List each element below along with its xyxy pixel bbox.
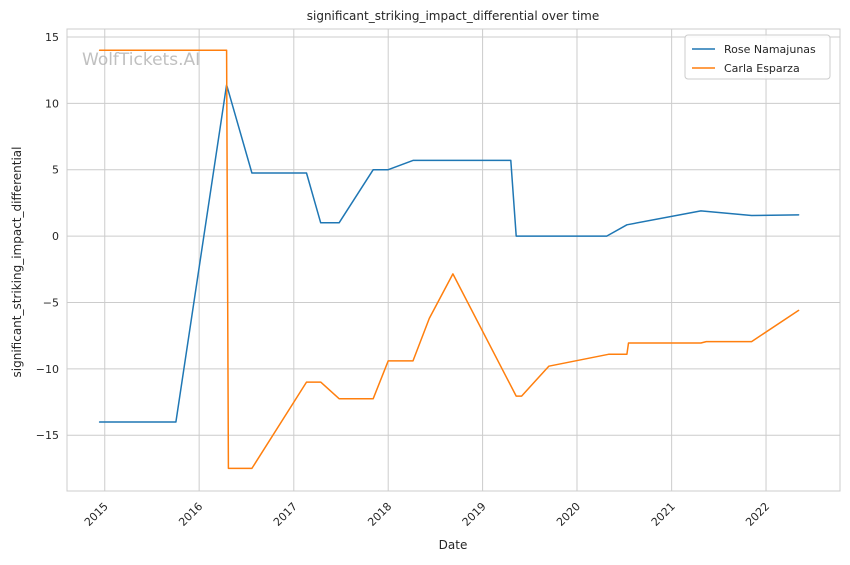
x-tick-label: 2021	[649, 500, 678, 529]
legend-label-0: Rose Namajunas	[724, 43, 816, 56]
grid-layer	[67, 29, 840, 491]
tick-label-layer: 15 10 5 0 −5 −10 −15 2015 2016 2017 2018 2019 2020 20…	[36, 31, 772, 529]
y-tick-label: −15	[36, 429, 59, 442]
x-tick-label: 2018	[365, 500, 394, 529]
y-tick-label: 0	[52, 230, 59, 243]
x-tick-label: 2019	[460, 500, 489, 529]
x-tick-label: 2020	[554, 500, 583, 529]
chart-title: significant_striking_impact_differential…	[307, 9, 599, 23]
legend-box	[684, 34, 831, 80]
legend: Rose Namajunas Carla Esparza	[684, 34, 831, 80]
plot-frame	[66, 28, 841, 492]
series-line-0	[98, 84, 800, 423]
series-layer	[98, 49, 800, 470]
y-tick-label: −5	[43, 296, 59, 309]
x-tick-label: 2022	[743, 500, 772, 529]
x-tick-label: 2015	[82, 500, 111, 529]
y-tick-label: 10	[45, 97, 59, 110]
x-axis-label: Date	[439, 538, 468, 552]
y-axis-label: significant_striking_impact_differential	[10, 147, 24, 378]
x-tick-label: 2016	[176, 500, 205, 529]
series-line-1	[98, 49, 800, 470]
legend-label-1: Carla Esparza	[724, 62, 800, 75]
x-tick-label: 2017	[271, 500, 300, 529]
y-tick-label: −10	[36, 363, 59, 376]
y-tick-label: 15	[45, 31, 59, 44]
watermark-text: WolfTickets.AI	[82, 50, 200, 70]
y-tick-label: 5	[52, 164, 59, 177]
